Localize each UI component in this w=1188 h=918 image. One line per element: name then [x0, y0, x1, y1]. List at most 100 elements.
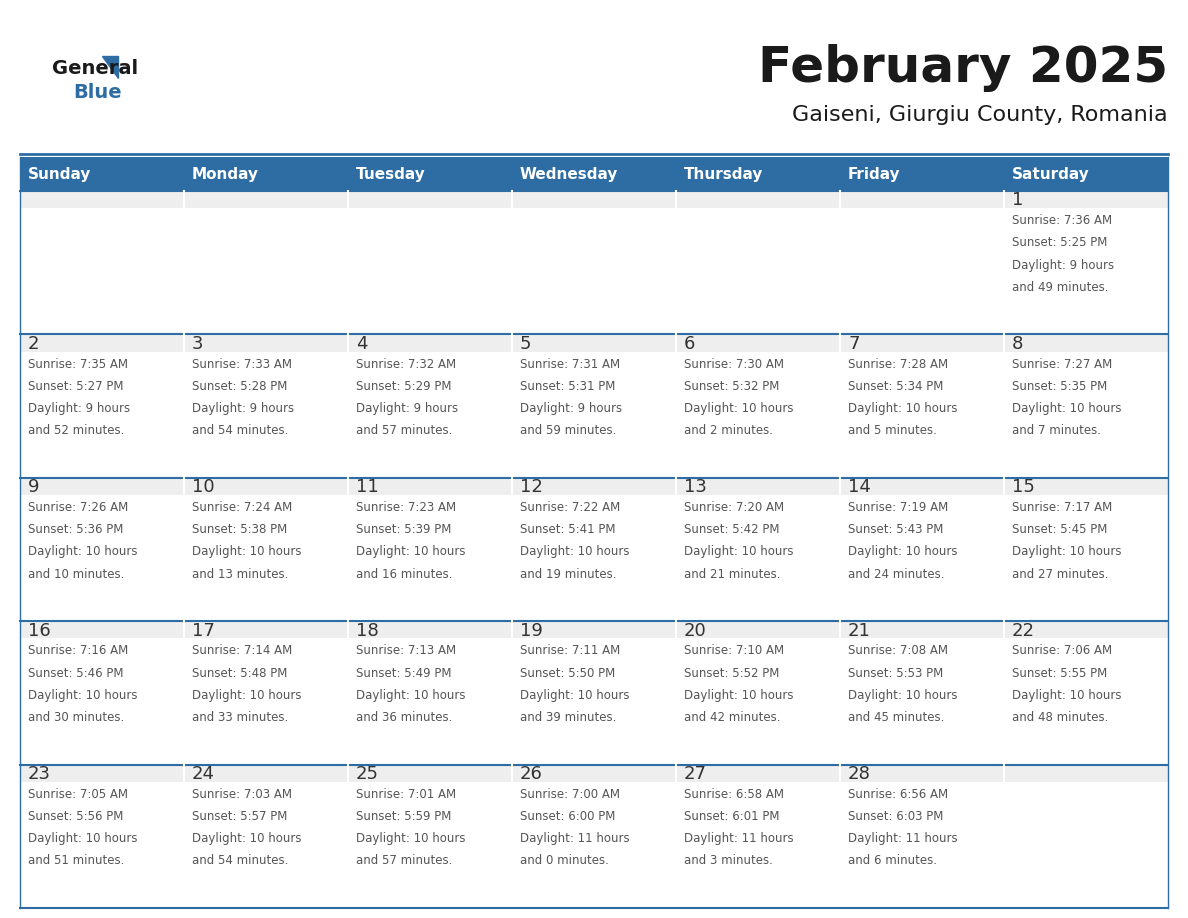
- Bar: [348, 334, 512, 352]
- Text: Sunset: 6:00 PM: Sunset: 6:00 PM: [520, 810, 615, 823]
- Text: Daylight: 10 hours: Daylight: 10 hours: [684, 545, 794, 558]
- Text: and 21 minutes.: and 21 minutes.: [684, 567, 781, 581]
- Text: 25: 25: [356, 765, 379, 783]
- Text: Sunset: 5:32 PM: Sunset: 5:32 PM: [684, 380, 779, 393]
- Text: Daylight: 10 hours: Daylight: 10 hours: [29, 833, 138, 845]
- Text: and 30 minutes.: and 30 minutes.: [29, 711, 125, 724]
- Bar: [184, 191, 348, 334]
- Bar: [512, 621, 676, 765]
- Text: Daylight: 10 hours: Daylight: 10 hours: [192, 688, 302, 702]
- Text: Sunrise: 7:20 AM: Sunrise: 7:20 AM: [684, 501, 784, 514]
- Text: and 59 minutes.: and 59 minutes.: [520, 424, 617, 437]
- Text: Sunday: Sunday: [29, 166, 91, 182]
- Text: 1: 1: [1012, 192, 1023, 209]
- Text: Sunset: 5:48 PM: Sunset: 5:48 PM: [192, 666, 287, 679]
- Text: Sunrise: 7:23 AM: Sunrise: 7:23 AM: [356, 501, 456, 514]
- Text: 10: 10: [192, 478, 215, 497]
- Text: Daylight: 9 hours: Daylight: 9 hours: [29, 402, 131, 415]
- Text: Sunset: 5:38 PM: Sunset: 5:38 PM: [192, 523, 287, 536]
- Text: Sunset: 5:39 PM: Sunset: 5:39 PM: [356, 523, 451, 536]
- Bar: [348, 621, 512, 638]
- Bar: [512, 334, 676, 352]
- Text: Sunrise: 6:58 AM: Sunrise: 6:58 AM: [684, 788, 784, 800]
- Text: 26: 26: [520, 765, 543, 783]
- Text: 3: 3: [192, 335, 203, 353]
- Bar: [840, 477, 1004, 495]
- Text: Sunset: 5:36 PM: Sunset: 5:36 PM: [29, 523, 124, 536]
- Text: Daylight: 11 hours: Daylight: 11 hours: [848, 833, 958, 845]
- Bar: [1004, 621, 1168, 765]
- Bar: [20, 191, 184, 334]
- Text: 4: 4: [356, 335, 367, 353]
- Bar: [676, 621, 840, 765]
- Text: Daylight: 10 hours: Daylight: 10 hours: [684, 688, 794, 702]
- Text: Daylight: 10 hours: Daylight: 10 hours: [1012, 688, 1121, 702]
- Text: Friday: Friday: [848, 166, 901, 182]
- Text: Sunset: 5:46 PM: Sunset: 5:46 PM: [29, 666, 124, 679]
- Text: Sunrise: 7:22 AM: Sunrise: 7:22 AM: [520, 501, 620, 514]
- Text: and 5 minutes.: and 5 minutes.: [848, 424, 937, 437]
- Text: Sunset: 5:35 PM: Sunset: 5:35 PM: [1012, 380, 1107, 393]
- Bar: [676, 477, 840, 495]
- Text: Sunrise: 7:03 AM: Sunrise: 7:03 AM: [192, 788, 292, 800]
- Text: Daylight: 10 hours: Daylight: 10 hours: [356, 688, 466, 702]
- Bar: [512, 765, 676, 782]
- Text: Sunset: 5:42 PM: Sunset: 5:42 PM: [684, 523, 779, 536]
- Text: 5: 5: [520, 335, 531, 353]
- Text: Sunset: 5:29 PM: Sunset: 5:29 PM: [356, 380, 451, 393]
- Text: 23: 23: [29, 765, 51, 783]
- Text: 6: 6: [684, 335, 695, 353]
- Text: Sunset: 5:31 PM: Sunset: 5:31 PM: [520, 380, 615, 393]
- Bar: [20, 191, 184, 208]
- Text: 17: 17: [192, 621, 215, 640]
- Bar: [676, 765, 840, 908]
- Bar: [840, 765, 1004, 908]
- Text: Sunrise: 7:14 AM: Sunrise: 7:14 AM: [192, 644, 292, 657]
- Text: 20: 20: [684, 621, 707, 640]
- Text: Gaiseni, Giurgiu County, Romania: Gaiseni, Giurgiu County, Romania: [792, 105, 1168, 125]
- Text: 16: 16: [29, 621, 51, 640]
- Bar: [512, 191, 676, 334]
- Bar: [1004, 191, 1168, 334]
- Bar: [676, 191, 840, 334]
- Bar: [840, 191, 1004, 208]
- Bar: [512, 765, 676, 908]
- Text: Daylight: 10 hours: Daylight: 10 hours: [192, 545, 302, 558]
- Text: Sunrise: 7:17 AM: Sunrise: 7:17 AM: [1012, 501, 1112, 514]
- Bar: [512, 477, 676, 495]
- Text: and 39 minutes.: and 39 minutes.: [520, 711, 617, 724]
- Bar: [1004, 334, 1168, 352]
- Text: and 7 minutes.: and 7 minutes.: [1012, 424, 1101, 437]
- Text: Monday: Monday: [192, 166, 259, 182]
- Text: Sunrise: 7:06 AM: Sunrise: 7:06 AM: [1012, 644, 1112, 657]
- Text: Sunrise: 7:30 AM: Sunrise: 7:30 AM: [684, 358, 784, 371]
- Bar: [348, 765, 512, 782]
- Text: Sunrise: 7:00 AM: Sunrise: 7:00 AM: [520, 788, 620, 800]
- Bar: [184, 765, 348, 782]
- Bar: [840, 334, 1004, 352]
- Text: Sunrise: 7:13 AM: Sunrise: 7:13 AM: [356, 644, 456, 657]
- Text: Sunrise: 7:32 AM: Sunrise: 7:32 AM: [356, 358, 456, 371]
- Text: February 2025: February 2025: [758, 44, 1168, 92]
- Text: Daylight: 10 hours: Daylight: 10 hours: [29, 545, 138, 558]
- Text: and 10 minutes.: and 10 minutes.: [29, 567, 125, 581]
- Bar: [512, 191, 676, 208]
- Bar: [1004, 191, 1168, 208]
- Text: and 6 minutes.: and 6 minutes.: [848, 855, 937, 868]
- Bar: [840, 621, 1004, 765]
- Text: 15: 15: [1012, 478, 1035, 497]
- Text: 22: 22: [1012, 621, 1035, 640]
- Bar: [676, 334, 840, 352]
- Text: 18: 18: [356, 621, 379, 640]
- Bar: [184, 334, 348, 477]
- Text: Wednesday: Wednesday: [520, 166, 619, 182]
- Text: Daylight: 11 hours: Daylight: 11 hours: [520, 833, 630, 845]
- Text: Daylight: 10 hours: Daylight: 10 hours: [356, 545, 466, 558]
- Text: Sunrise: 7:26 AM: Sunrise: 7:26 AM: [29, 501, 128, 514]
- Bar: [348, 191, 512, 334]
- Bar: [512, 477, 676, 621]
- Text: Sunrise: 7:33 AM: Sunrise: 7:33 AM: [192, 358, 292, 371]
- Bar: [840, 334, 1004, 477]
- Text: Sunset: 5:55 PM: Sunset: 5:55 PM: [1012, 666, 1107, 679]
- Text: Sunset: 5:59 PM: Sunset: 5:59 PM: [356, 810, 451, 823]
